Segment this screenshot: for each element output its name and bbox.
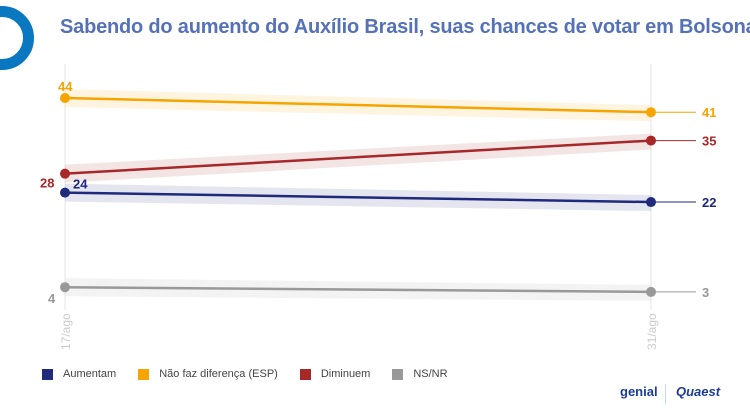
data-label: 24 — [73, 177, 88, 192]
data-point — [646, 135, 656, 146]
legend-label: Aumentam — [63, 368, 117, 380]
quaest-logo: Quaest — [676, 384, 721, 399]
data-point — [60, 93, 70, 103]
data-label: 44 — [58, 79, 73, 94]
legend-swatch — [42, 368, 53, 380]
legend: Aumentam Não faz diferença (ESP) Diminuem N… — [42, 368, 470, 380]
x-tick-label: 31/ago — [645, 313, 659, 350]
data-label: 28 — [40, 176, 54, 191]
x-tick-label: 17/ago — [59, 313, 73, 350]
legend-label: Não faz diferença (ESP) — [159, 368, 278, 380]
legend-item: Não faz diferença (ESP) — [138, 368, 278, 380]
series-line — [64, 191, 652, 204]
legend-swatch — [138, 368, 150, 380]
data-label: 4 — [48, 291, 56, 306]
data-point — [646, 197, 656, 208]
data-label: 41 — [702, 105, 716, 120]
legend-swatch — [299, 368, 311, 380]
legend-item: Aumentam — [42, 368, 116, 380]
data-point — [60, 168, 70, 179]
data-point — [646, 107, 656, 118]
brand-logo-ring — [0, 6, 34, 70]
legend-swatch — [392, 368, 404, 380]
genial-logo: genial — [620, 384, 658, 399]
chart-title: Sabendo do aumento do Auxílio Brasil, su… — [60, 16, 750, 38]
data-label: 22 — [702, 195, 716, 210]
logo-divider — [665, 384, 666, 404]
legend-label: Diminuem — [320, 368, 371, 380]
data-label: 3 — [702, 285, 709, 300]
series-line — [64, 139, 652, 175]
data-label: 35 — [702, 134, 716, 149]
series-line — [64, 96, 652, 114]
legend-item: Diminuem — [299, 368, 371, 380]
data-point — [60, 282, 70, 293]
series-line — [64, 285, 652, 294]
data-point — [646, 286, 656, 297]
legend-item: NS/NR — [392, 368, 448, 380]
data-point — [60, 187, 70, 198]
legend-label: NS/NR — [413, 368, 448, 380]
